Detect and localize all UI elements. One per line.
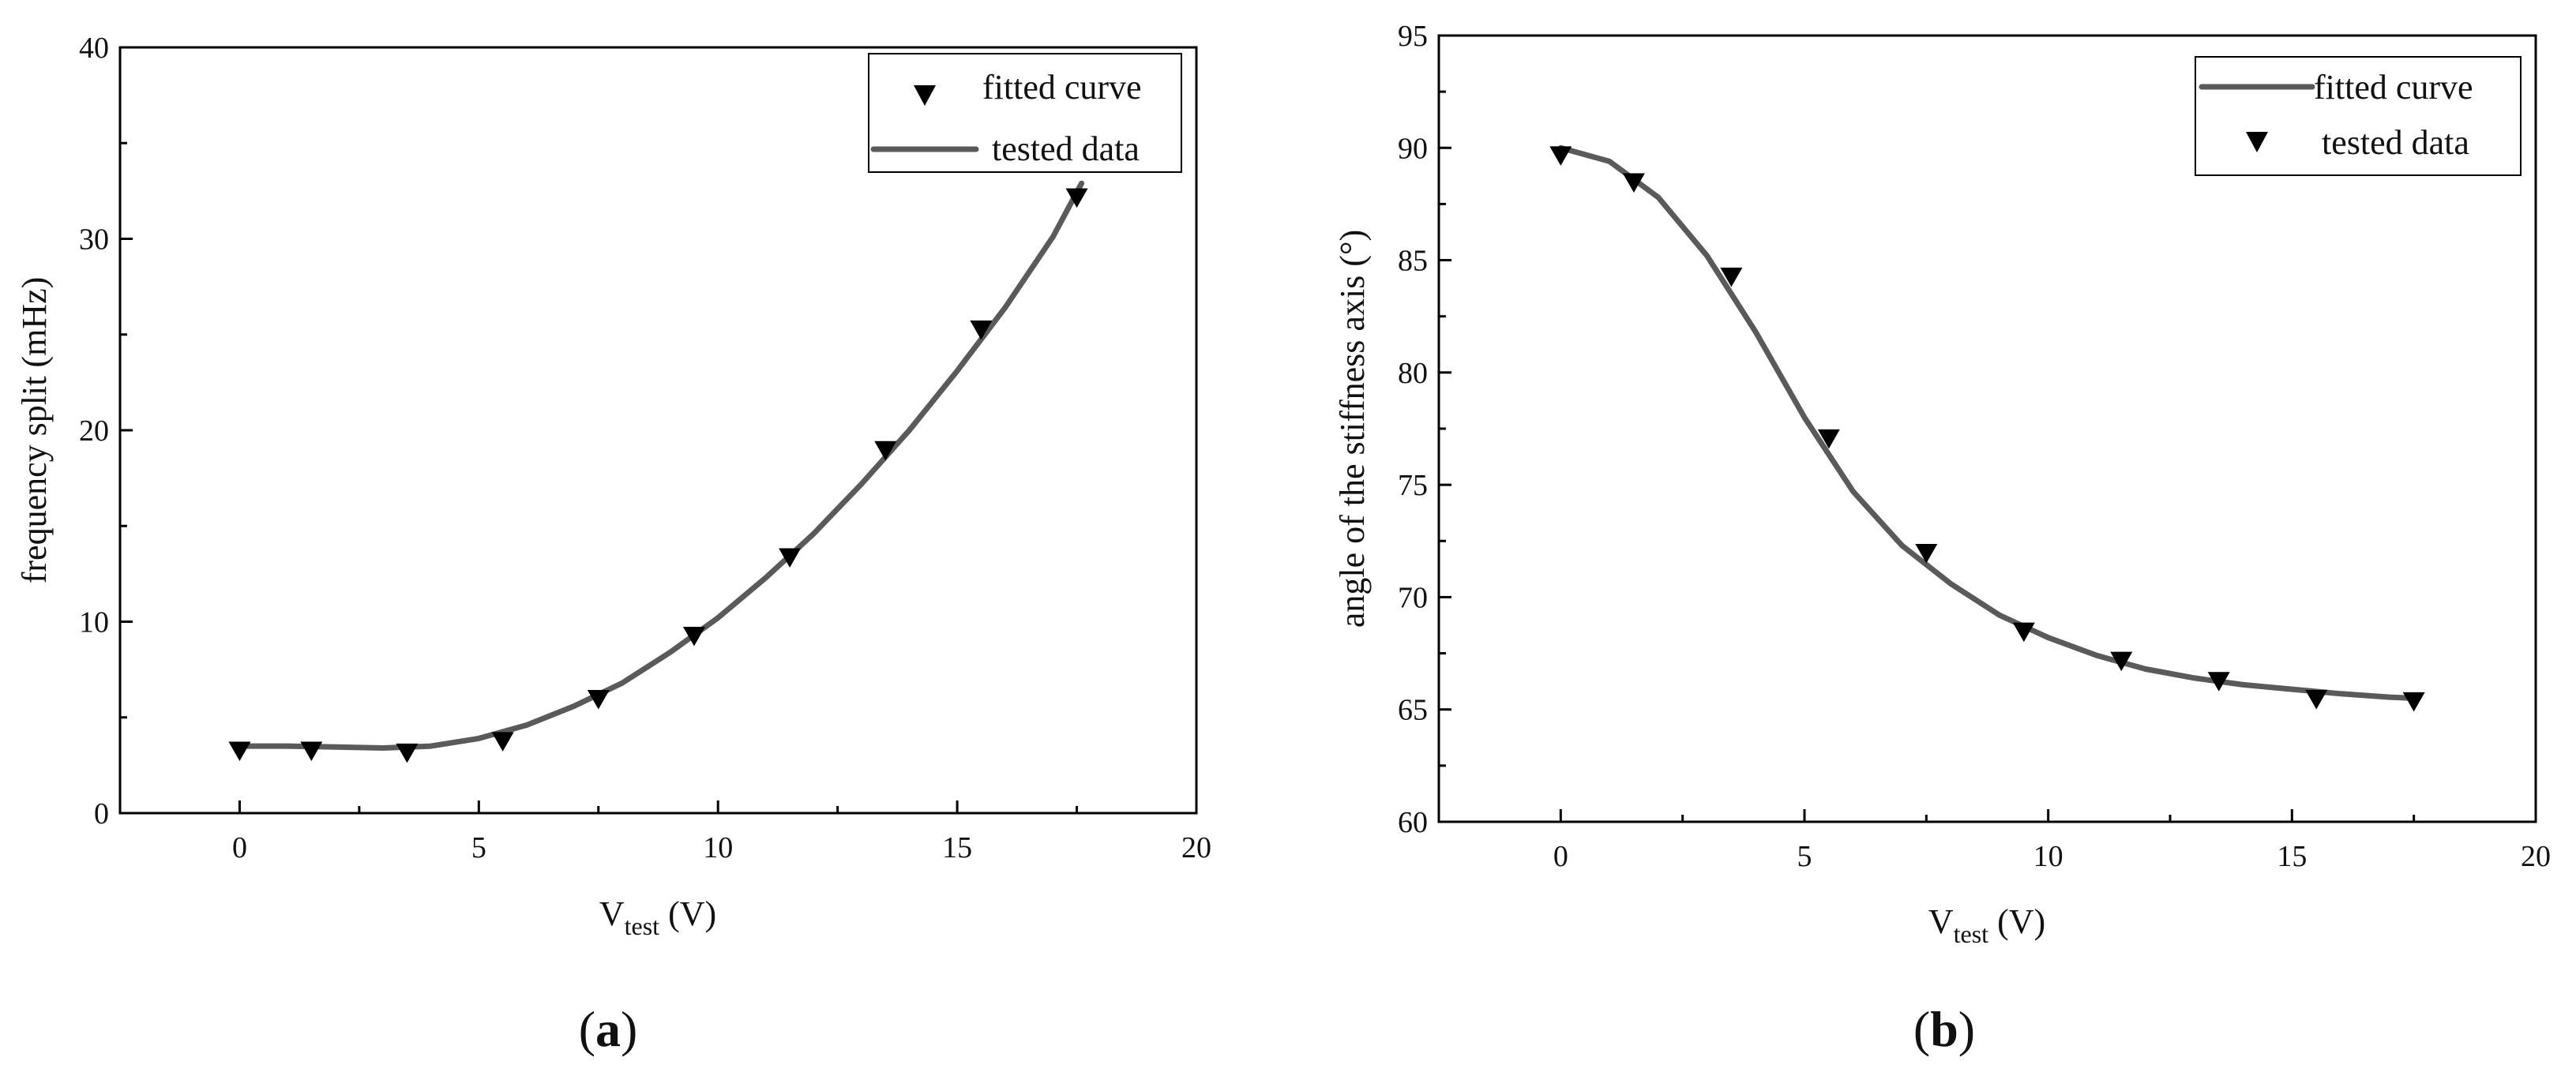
legend-box (868, 53, 1182, 173)
y-tick-label: 95 (1398, 20, 1428, 53)
data-point (396, 743, 419, 763)
data-point (1549, 146, 1572, 166)
x-tick-label: 0 (232, 831, 247, 864)
series-line (1557, 144, 2417, 701)
data-point (2110, 651, 2133, 672)
data-point (1720, 267, 1743, 287)
legend: fitted curve tested data (2195, 56, 2522, 176)
y-tick-label: 60 (1398, 806, 1428, 839)
panel-letter: b (1930, 1001, 1958, 1057)
data-point (1817, 429, 1840, 449)
data-point (779, 548, 802, 568)
y-tick-label: 80 (1398, 357, 1428, 390)
data-point (2207, 672, 2230, 692)
panel-letter: a (595, 1001, 621, 1057)
axis-ticks: 0 5 10 15 20 0 10 20 30 40 (79, 32, 1211, 864)
y-axis-label: angle of the stiffness axis (°) (1333, 230, 1372, 628)
y-tick-label: 20 (79, 414, 109, 448)
data-point (228, 741, 251, 761)
x-tick-label: 20 (1181, 831, 1211, 864)
x-tick-label: 0 (1553, 840, 1568, 873)
legend-marker-triangle (2246, 132, 2268, 152)
plot-marks (228, 180, 1088, 763)
y-tick-label: 40 (79, 32, 109, 65)
x-tick-label: 20 (2521, 840, 2551, 873)
x-tick-label: 10 (2033, 840, 2063, 873)
panel-b: 0 5 10 15 20 60 65 70 75 80 85 90 95 angle of the st… (1333, 20, 2551, 1057)
data-point (300, 741, 323, 761)
legend-label: tested data (2322, 123, 2469, 162)
data-point (682, 626, 705, 647)
x-tick-label: 15 (2277, 840, 2307, 873)
x-axis-label-sub: test (1954, 920, 1989, 948)
series-line (236, 180, 1085, 751)
data-point (2305, 689, 2328, 710)
data-point (491, 732, 514, 752)
x-axis-label-unit: (V) (1988, 902, 2045, 941)
x-axis-label-main: V (1928, 902, 1954, 941)
axis-ticks: 0 5 10 15 20 60 65 70 75 80 85 90 95 (1398, 20, 2551, 873)
y-axis-label: frequency split (mHz) (15, 277, 54, 584)
legend-label: fitted curve (2314, 68, 2473, 107)
x-tick-label: 5 (1797, 840, 1812, 873)
x-tick-label: 5 (471, 831, 486, 864)
y-tick-label: 65 (1398, 694, 1428, 727)
y-tick-label: 70 (1398, 581, 1428, 614)
y-tick-label: 90 (1398, 132, 1428, 165)
legend-label: tested data (992, 129, 1140, 168)
panel-label: (b) (1913, 1001, 1975, 1057)
data-point (874, 441, 897, 461)
x-tick-label: 10 (703, 831, 733, 864)
y-tick-label: 30 (79, 223, 109, 257)
data-point (2402, 692, 2425, 712)
data-point (1065, 188, 1088, 208)
data-point (970, 320, 993, 340)
x-axis-label-main: V (599, 894, 625, 933)
data-point (2012, 622, 2035, 643)
x-axis-label-unit: (V) (659, 894, 716, 933)
y-tick-label: 0 (94, 797, 109, 830)
x-tick-label: 15 (942, 831, 972, 864)
data-point (1622, 173, 1645, 193)
data-point (587, 690, 610, 710)
x-axis-label: Vtest (V) (1928, 902, 2045, 948)
legend: fitted curve tested data (868, 53, 1182, 173)
panel-label: (a) (579, 1001, 638, 1057)
legend-box (2195, 56, 2522, 176)
data-point (1915, 544, 1938, 564)
plot-marks (1549, 144, 2425, 712)
x-axis-label: Vtest (V) (599, 894, 716, 940)
y-tick-label: 10 (79, 606, 109, 639)
y-tick-label: 75 (1398, 469, 1428, 502)
x-axis-label-sub: test (625, 912, 660, 940)
legend-label: fitted curve (982, 68, 1142, 107)
y-tick-label: 85 (1398, 245, 1428, 278)
legend-marker-triangle (914, 85, 936, 106)
